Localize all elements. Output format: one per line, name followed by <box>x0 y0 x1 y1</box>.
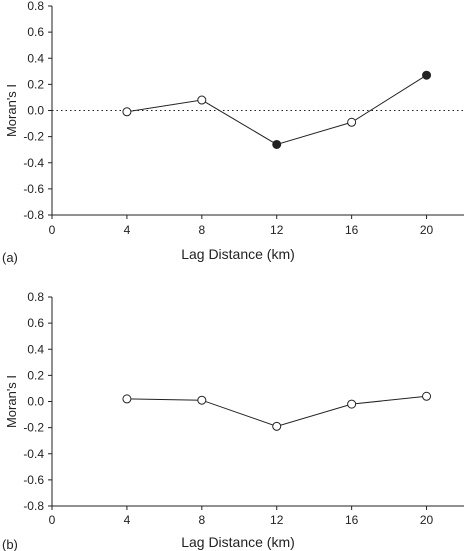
x-tick-label: 4 <box>124 223 131 237</box>
y-tick-label: 0.2 <box>27 77 44 91</box>
x-axis-title: Lag Distance (km) <box>181 246 295 262</box>
y-tick-label: 0.4 <box>27 342 44 356</box>
series-line <box>126 74 427 146</box>
chart-panel-b: -0.8 -0.6 -0.4 -0.2 0.0 0.2 0.4 0.6 0.8 0 4 8 12 16 20… <box>2 290 464 551</box>
data-point <box>272 421 282 431</box>
data-point <box>197 95 207 105</box>
data-point <box>122 107 132 117</box>
series-line <box>126 395 427 427</box>
y-tick-label: 0.6 <box>27 25 44 39</box>
x-tick-label: 12 <box>270 513 284 527</box>
y-tick-label: 0.0 <box>27 104 44 118</box>
x-tick-label: 4 <box>124 513 131 527</box>
y-tick-label: -0.2 <box>23 130 44 144</box>
x-tick-label: 8 <box>198 513 205 527</box>
data-point <box>122 394 132 404</box>
y-tick-label: 0.6 <box>27 316 44 330</box>
x-tick-label: 16 <box>345 223 359 237</box>
y-tick-label: -0.4 <box>23 156 44 170</box>
data-point <box>422 70 432 80</box>
panel-label: (a) <box>2 250 18 265</box>
y-tick-label: 0.4 <box>27 51 44 65</box>
y-tick-label: 0.2 <box>27 368 44 382</box>
chart-panel-a: -0.8 -0.6 -0.4 -0.2 0.0 0.2 0.4 0.6 0.8 0 4 8 12 16 20… <box>2 0 464 265</box>
y-tick-label: -0.8 <box>23 208 44 222</box>
y-axis-title: Moran's I <box>4 375 19 428</box>
y-tick-label: -0.8 <box>23 499 44 513</box>
y-axis-title: Moran's I <box>4 84 19 137</box>
x-tick-label: 12 <box>270 223 284 237</box>
x-tick-label: 20 <box>420 223 434 237</box>
y-tick-label: -0.6 <box>23 473 44 487</box>
x-tick-label: 0 <box>49 513 56 527</box>
panel-label: (b) <box>2 537 18 551</box>
data-point <box>347 117 357 127</box>
y-tick-label: -0.6 <box>23 182 44 196</box>
x-tick-label: 20 <box>420 513 434 527</box>
y-tick-label: 0.8 <box>27 0 44 13</box>
data-point <box>422 391 432 401</box>
x-tick-label: 8 <box>198 223 205 237</box>
y-tick-label: -0.4 <box>23 447 44 461</box>
x-axis-title: Lag Distance (km) <box>181 534 295 550</box>
x-tick-label: 0 <box>49 223 56 237</box>
y-tick-label: 0.8 <box>27 290 44 304</box>
data-point <box>347 399 357 409</box>
y-tick-label: 0.0 <box>27 395 44 409</box>
x-tick-label: 16 <box>345 513 359 527</box>
data-point <box>272 139 282 149</box>
y-tick-label: -0.2 <box>23 421 44 435</box>
data-point <box>197 395 207 405</box>
